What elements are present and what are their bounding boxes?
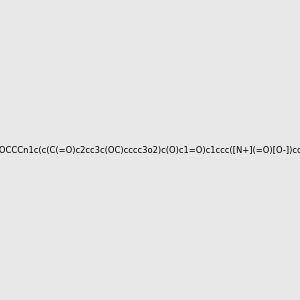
Text: COCCCn1c(c(C(=O)c2cc3c(OC)cccc3o2)c(O)c1=O)c1ccc([N+](=O)[O-])cc1: COCCCn1c(c(C(=O)c2cc3c(OC)cccc3o2)c(O)c1…	[0, 146, 300, 154]
